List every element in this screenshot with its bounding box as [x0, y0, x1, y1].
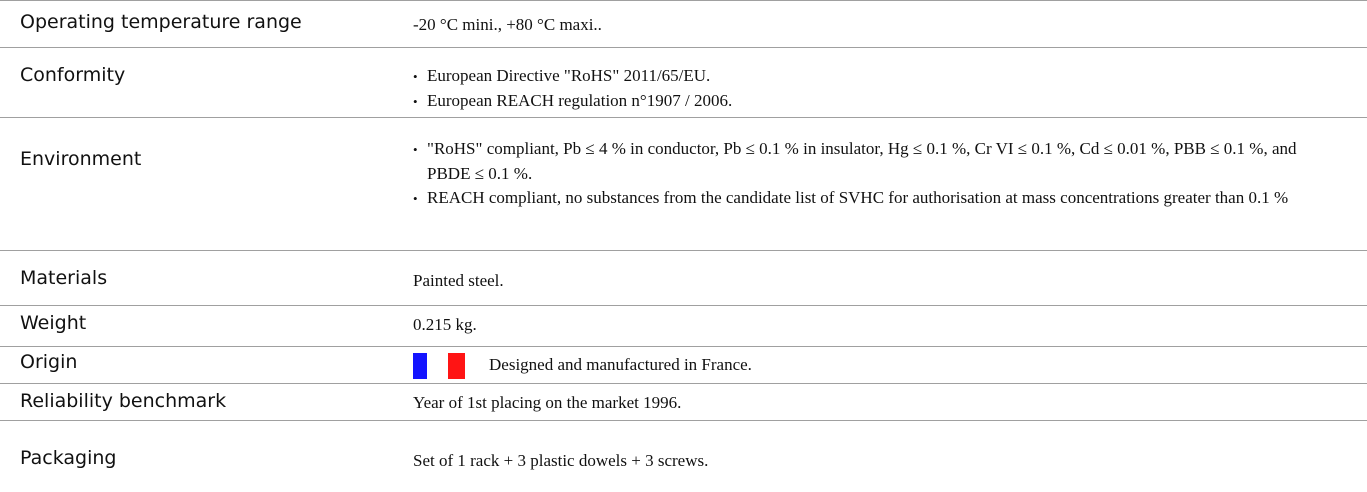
spec-value: Set of 1 rack + 3 plastic dowels + 3 scr… — [413, 449, 1343, 473]
spec-row: Operating temperature range -20 °C mini.,… — [0, 0, 1367, 47]
france-flag — [413, 353, 465, 380]
spec-label: Materials — [20, 267, 108, 289]
spec-label: Operating temperature range — [20, 11, 302, 33]
spec-value: 0.215 kg. — [413, 313, 1343, 337]
spec-row: Conformity European Directive "RoHS" 2011… — [0, 47, 1367, 117]
spec-row: Materials Painted steel. — [0, 250, 1367, 305]
spec-label: Origin — [20, 351, 78, 373]
spec-value: "RoHS" compliant, Pb ≤ 4 % in conductor,… — [413, 137, 1343, 211]
spec-label: Reliability benchmark — [20, 390, 227, 412]
bullet-list: European Directive "RoHS" 2011/65/EU.Eur… — [413, 64, 1343, 114]
spec-row: Weight 0.215 kg. — [0, 305, 1367, 346]
spec-label: Weight — [20, 312, 87, 334]
bullet-item: "RoHS" compliant, Pb ≤ 4 % in conductor,… — [413, 137, 1343, 186]
spec-row: Reliability benchmark Year of 1st placing… — [0, 383, 1367, 420]
value-text: -20 °C mini., +80 °C maxi.. — [413, 15, 602, 34]
spec-value: European Directive "RoHS" 2011/65/EU.Eur… — [413, 64, 1343, 114]
spec-value: Designed and manufactured in France. — [413, 353, 1343, 380]
flag-blue — [413, 353, 427, 380]
spec-label: Environment — [20, 148, 142, 170]
bullet-item: REACH compliant, no substances from the … — [413, 186, 1343, 211]
spec-label: Conformity — [20, 64, 126, 86]
bullet-item: European Directive "RoHS" 2011/65/EU. — [413, 64, 1343, 89]
value-text: Year of 1st placing on the market 1996. — [413, 393, 682, 412]
value-text: Designed and manufactured in France. — [489, 355, 752, 374]
value-text: Painted steel. — [413, 271, 504, 290]
value-text: Set of 1 rack + 3 plastic dowels + 3 scr… — [413, 451, 709, 470]
spec-value: Painted steel. — [413, 269, 1343, 293]
spec-row: Origin Designed and manufactured in Franc… — [0, 346, 1367, 383]
spec-value: Year of 1st placing on the market 1996. — [413, 391, 1343, 415]
bullet-list: "RoHS" compliant, Pb ≤ 4 % in conductor,… — [413, 137, 1343, 211]
spec-row: Environment "RoHS" compliant, Pb ≤ 4 % in… — [0, 117, 1367, 250]
spec-label: Packaging — [20, 447, 117, 469]
flag-red — [448, 353, 465, 380]
value-text: 0.215 kg. — [413, 315, 477, 334]
spec-value: -20 °C mini., +80 °C maxi.. — [413, 13, 1343, 37]
bullet-item: European REACH regulation n°1907 / 2006. — [413, 89, 1343, 114]
spec-row: Packaging Set of 1 rack + 3 plastic dowel… — [0, 420, 1367, 492]
